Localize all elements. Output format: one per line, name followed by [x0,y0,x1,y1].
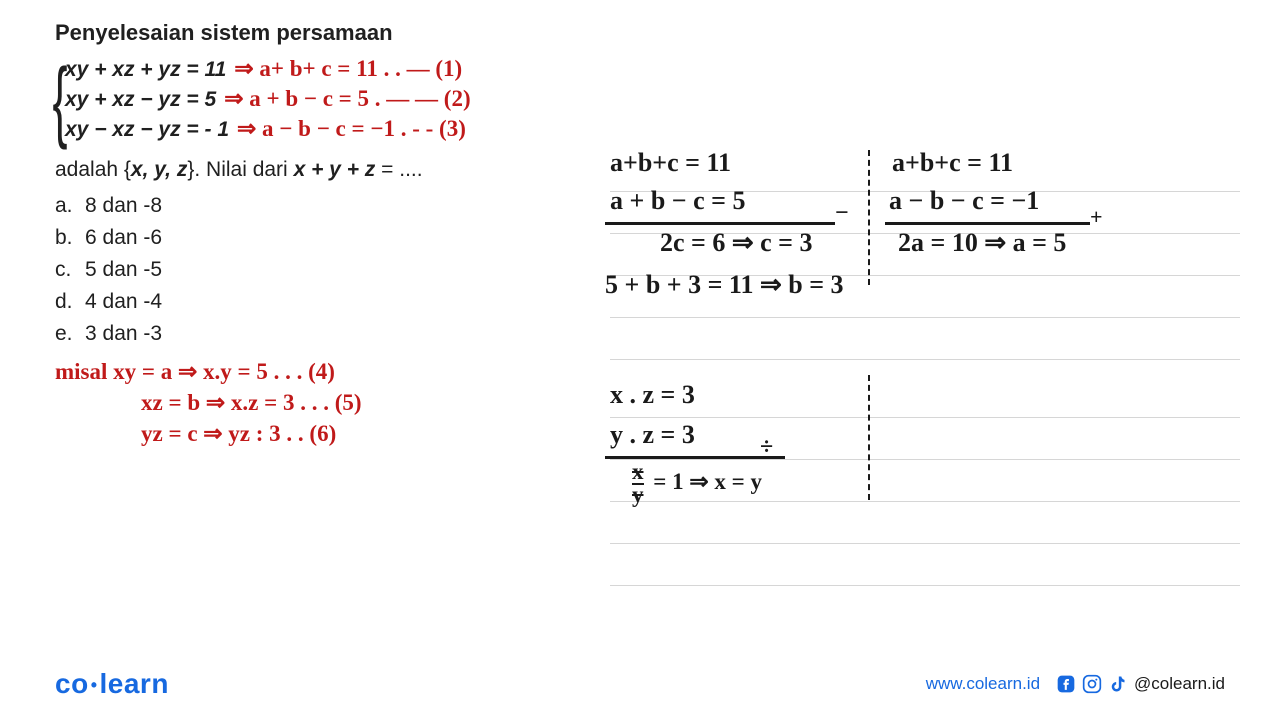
hline-2 [885,222,1090,225]
equations-block: { xy + xz + yz = 11 ⇒ a+ b+ c = 11 . . —… [55,56,1225,142]
w-l5a: x . z = 3 [610,380,695,410]
hline-1 [605,222,835,225]
w-l2b: a − b − c = −1 [889,186,1039,216]
eq2-print: xy + xz − yz = 5 [65,88,216,112]
title: Penyelesaian sistem persamaan [55,20,1225,46]
divider-2 [868,375,870,500]
eq3-print: xy − xz − yz = - 1 [65,118,229,142]
w-l1b: a+b+c = 11 [892,148,1013,178]
eq1-hand: ⇒ a+ b+ c = 11 . . — (1) [234,56,462,82]
w-plus: + [1090,204,1103,230]
w-div: ÷ [760,434,773,461]
work-area: a+b+c = 11 a+b+c = 11 a + b − c = 5 a − … [610,150,1240,586]
w-l3b: 2a = 10 ⇒ a = 5 [898,228,1066,258]
w-l4: 5 + b + 3 = 11 ⇒ b = 3 [605,270,844,300]
w-l3a: 2c = 6 ⇒ c = 3 [660,228,813,258]
logo: co•learn [55,668,169,700]
w-l6: x y = 1 ⇒ x = y [632,462,762,505]
divider-1 [868,150,870,285]
eq2-hand: ⇒ a + b − c = 5 . — — (2) [224,86,470,112]
w-l2a: a + b − c = 5 [610,186,745,216]
eq1-print: xy + xz + yz = 11 [65,58,226,82]
w-l5b: y . z = 3 [610,420,695,450]
social-icons: @colearn.id [1056,674,1225,694]
url: www.colearn.id [926,674,1040,694]
w-minus: − [835,200,849,227]
brace: { [53,56,68,146]
w-l1a: a+b+c = 11 [610,148,731,178]
tiktok-icon [1108,674,1128,694]
facebook-icon [1056,674,1076,694]
footer: co•learn www.colearn.id @colearn.id [0,668,1280,700]
handle: @colearn.id [1134,674,1225,694]
instagram-icon [1082,674,1102,694]
eq3-hand: ⇒ a − b − c = −1 . - - (3) [237,116,466,142]
